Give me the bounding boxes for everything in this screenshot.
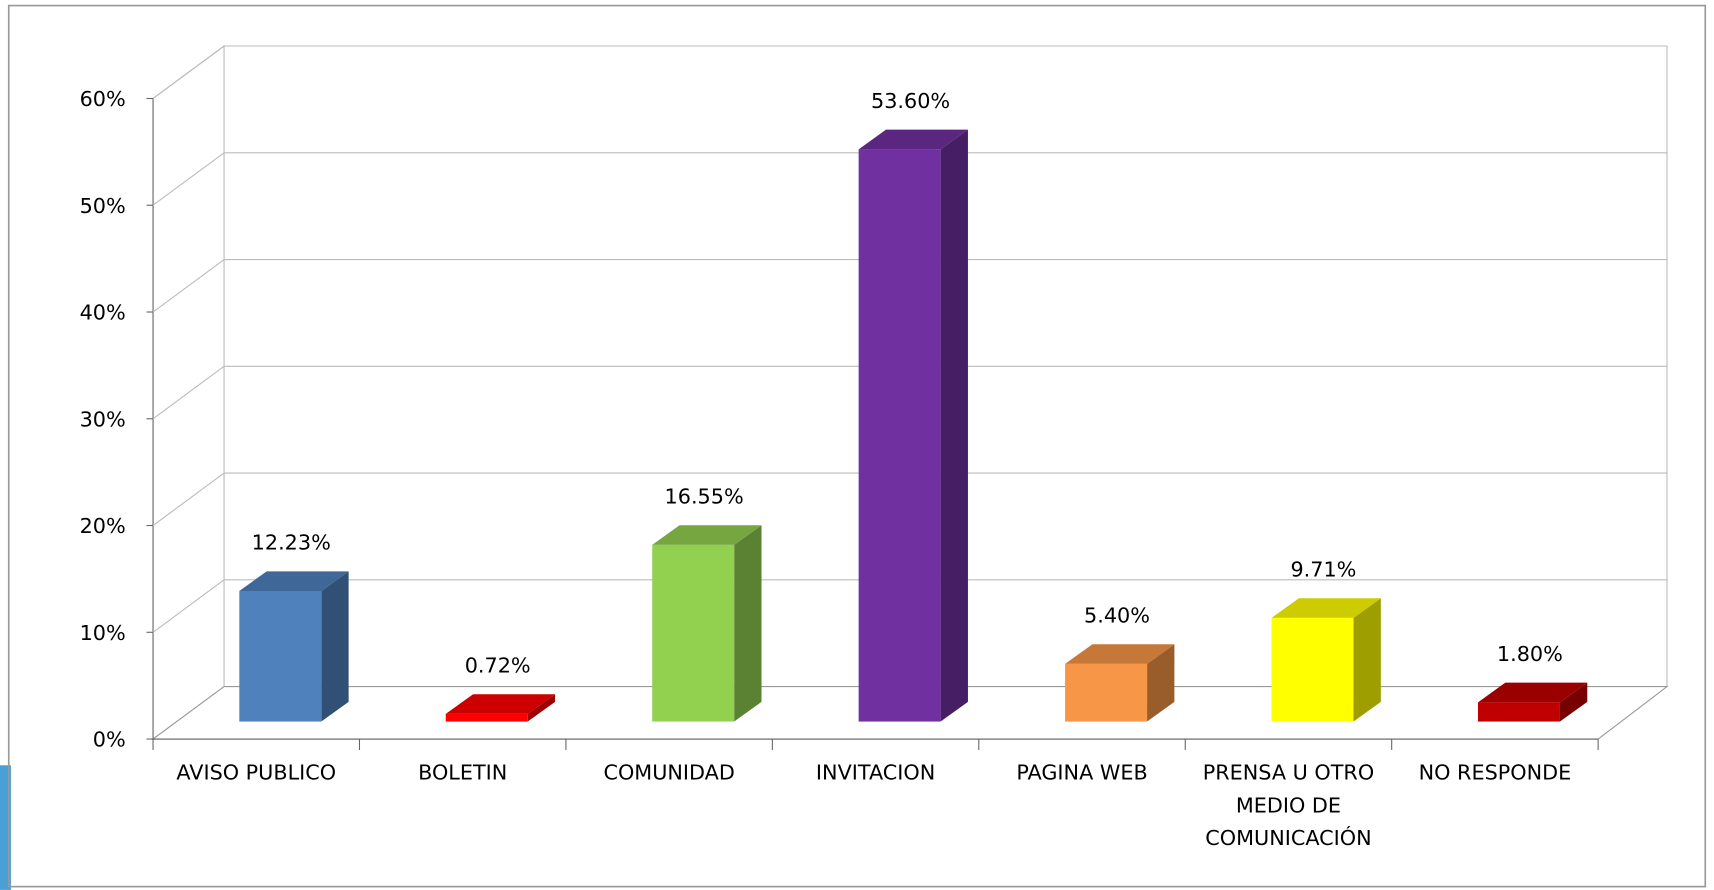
y-tick-label: 40%: [80, 301, 126, 325]
bar: [652, 544, 735, 722]
grid-line: [152, 579, 225, 633]
y-tick-label: 10%: [80, 621, 126, 645]
data-label: 53.60%: [871, 89, 950, 113]
chart-border: [7, 4, 1707, 888]
bar-top: [858, 129, 968, 150]
y-tick-label: 50%: [80, 194, 126, 218]
x-tick-label: COMUNIDAD: [603, 760, 734, 784]
data-label: 1.80%: [1497, 642, 1563, 666]
bar-side: [1147, 644, 1175, 722]
data-label: 16.55%: [665, 484, 744, 508]
bar: [239, 590, 322, 722]
bar: [445, 713, 528, 722]
grid-line: [152, 152, 225, 206]
bar-side: [734, 525, 762, 722]
bar-side: [940, 129, 968, 722]
grid-line: [152, 45, 225, 99]
x-tick-label: PRENSA U OTRO MEDIO DE COMUNICACIÓN: [1203, 760, 1374, 850]
bar: [1477, 702, 1560, 722]
bar-side: [527, 694, 556, 722]
bar-top: [239, 571, 349, 591]
side-strip: [0, 765, 11, 890]
bar-side: [321, 571, 349, 722]
data-label: 12.23%: [252, 530, 331, 554]
bar-top: [652, 525, 762, 545]
data-label: 9.71%: [1290, 557, 1356, 581]
bar-top: [1065, 644, 1175, 664]
grid-line: [152, 259, 225, 313]
x-tick-label: INVITACION: [816, 760, 935, 784]
bar: [1065, 663, 1148, 722]
y-tick-label: 60%: [80, 87, 126, 111]
data-label: 5.40%: [1084, 603, 1150, 627]
data-label: 0.72%: [465, 653, 531, 677]
bar-top: [1271, 598, 1381, 618]
bar: [1271, 617, 1354, 722]
x-tick-label: PAGINA WEB: [1016, 760, 1147, 784]
bar-side: [1559, 682, 1588, 722]
bar-side: [1353, 598, 1381, 722]
x-tick-label: AVISO PUBLICO: [176, 760, 336, 784]
grid-line: [152, 472, 225, 526]
y-tick-label: 20%: [80, 514, 126, 538]
y-tick-label: 30%: [80, 407, 126, 431]
bar-top: [1477, 682, 1588, 703]
x-tick-label: NO RESPONDE: [1419, 760, 1572, 784]
bar: [858, 149, 941, 722]
y-tick-label: 0%: [93, 728, 126, 752]
grid-line: [152, 365, 225, 420]
bar-top: [445, 694, 556, 714]
x-tick-label: BOLETIN: [418, 760, 507, 784]
